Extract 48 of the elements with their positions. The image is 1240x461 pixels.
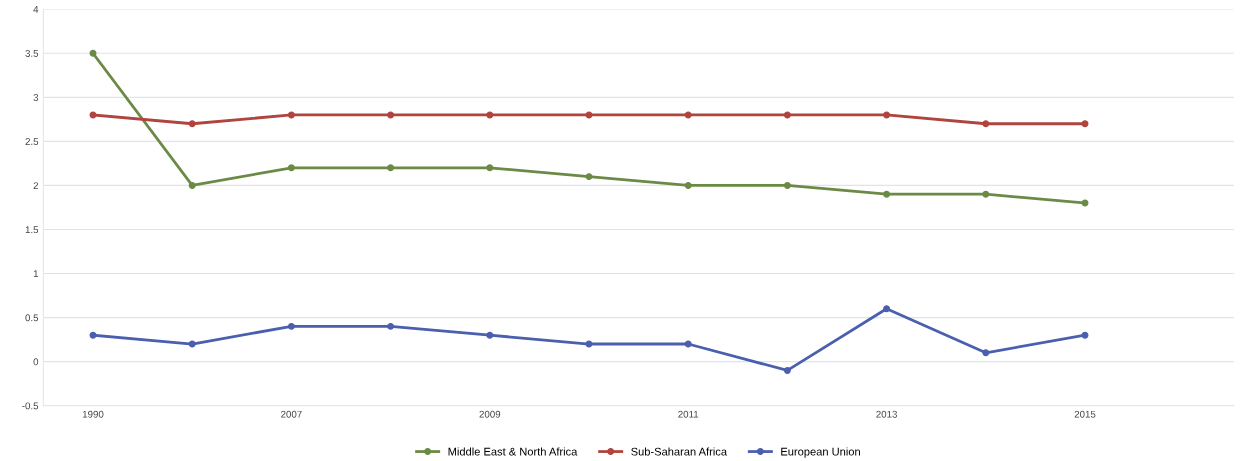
point [387,322,395,330]
x-tick-label: 2015 [1074,410,1096,418]
y-tick-label: 2 [33,182,39,189]
point [89,331,97,339]
point [783,181,791,189]
point [387,111,395,119]
x-tick-label: 2011 [678,410,699,418]
y-tick-label: 0.5 [25,314,39,322]
point [883,190,891,198]
point [287,164,295,172]
y-tick-label: -0.5 [22,402,39,410]
point [883,111,891,119]
point [486,111,494,119]
point [982,190,990,198]
point [287,322,295,330]
point [287,111,295,119]
x-tick-label: 2007 [281,410,302,418]
y-tick-label: 2.5 [25,138,39,145]
x-tick-label: 2013 [876,410,897,418]
point [783,366,791,374]
point [585,173,593,181]
legend-label: Middle East & North Africa [448,447,578,456]
point [1081,120,1089,128]
point [1081,331,1089,339]
point [188,340,196,348]
point [982,349,990,357]
point [684,111,692,119]
point [982,120,990,128]
y-tick-label: 1.5 [25,226,39,234]
point [188,120,196,128]
y-tick-label: 0 [33,358,39,366]
y-tick-label: 4 [33,6,39,13]
point [684,181,692,189]
point [486,331,494,339]
y-tick-label: 1 [33,270,39,278]
legend-label: European Union [781,447,860,458]
point [387,164,395,172]
point [883,305,891,313]
point [684,340,692,348]
x-tick-label: 2009 [479,410,501,418]
y-tick-label: 3.5 [25,50,39,57]
point [486,164,494,172]
point [89,49,97,57]
x-tick-label: 1990 [82,410,104,418]
point [783,111,791,119]
point [188,181,196,189]
y-tick-label: 3 [33,94,39,101]
legend-label: Sub-Saharan Africa [631,447,728,456]
